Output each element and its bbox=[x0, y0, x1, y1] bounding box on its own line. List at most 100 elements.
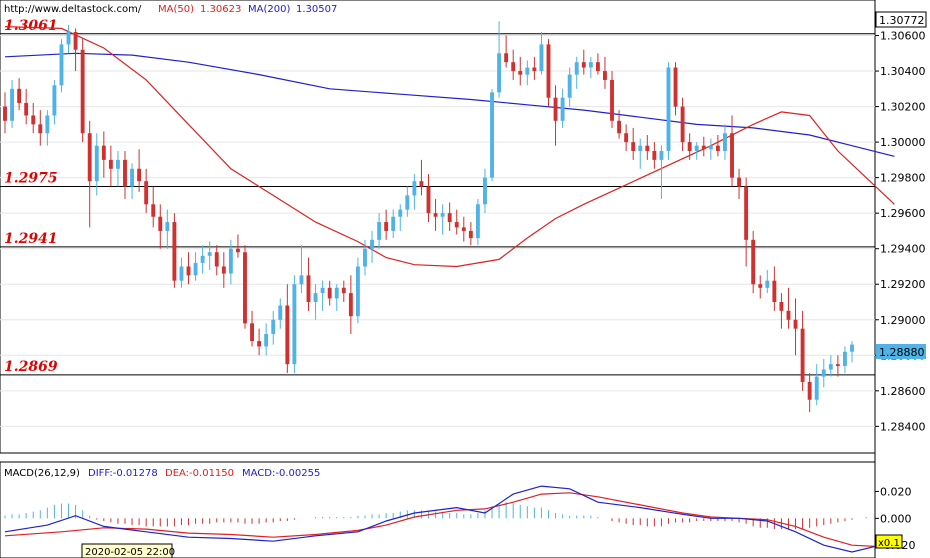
y-tick-label: 1.30200 bbox=[880, 101, 926, 114]
candle-body bbox=[398, 209, 403, 217]
candle bbox=[80, 39, 85, 143]
candle-body bbox=[151, 204, 156, 217]
candle-body bbox=[31, 115, 36, 125]
candle-body bbox=[123, 159, 127, 187]
candle bbox=[694, 142, 699, 160]
candle bbox=[772, 266, 777, 311]
candle-body bbox=[475, 204, 480, 239]
price-axis-area bbox=[875, 0, 930, 558]
candle-body bbox=[645, 145, 650, 151]
candle bbox=[214, 245, 219, 276]
candle-body bbox=[52, 85, 57, 116]
ma50-line bbox=[4, 26, 895, 268]
candle bbox=[24, 88, 29, 125]
candle-body bbox=[652, 151, 657, 160]
candle bbox=[497, 21, 502, 98]
candle-body bbox=[405, 195, 410, 210]
candle bbox=[398, 204, 403, 231]
candle-body bbox=[299, 275, 304, 285]
candle bbox=[814, 364, 819, 406]
cursor-time-text: 2020-02-05 22:00 bbox=[85, 547, 175, 558]
candle-body bbox=[285, 305, 290, 365]
candle bbox=[45, 110, 50, 146]
candle bbox=[680, 97, 685, 151]
header-ma200-value: 1.30507 bbox=[296, 4, 337, 15]
candle bbox=[193, 252, 198, 281]
candle-body bbox=[165, 222, 170, 231]
candle bbox=[595, 53, 600, 75]
candle bbox=[207, 241, 212, 271]
candle-body bbox=[66, 31, 71, 45]
candle bbox=[228, 239, 233, 285]
candle-body bbox=[610, 79, 614, 121]
candle-body bbox=[821, 369, 826, 377]
candle-body bbox=[334, 287, 339, 299]
candle-body bbox=[101, 145, 106, 160]
candle-body bbox=[603, 71, 607, 80]
candle-body bbox=[257, 341, 262, 347]
candle-body bbox=[264, 333, 269, 347]
y-tick-label: 1.30600 bbox=[880, 30, 926, 43]
y-tick-label: 1.28400 bbox=[880, 420, 926, 433]
candle-body bbox=[850, 344, 854, 352]
candle-body bbox=[560, 97, 565, 121]
candle bbox=[426, 174, 431, 223]
candle bbox=[278, 298, 283, 329]
candle-body bbox=[94, 145, 99, 182]
candle bbox=[652, 142, 657, 169]
candle bbox=[715, 135, 720, 157]
candle-body bbox=[511, 62, 516, 72]
price-panel[interactable] bbox=[0, 0, 876, 454]
zoom-badge[interactable] bbox=[875, 534, 903, 549]
candle bbox=[172, 213, 177, 288]
candle bbox=[66, 24, 71, 54]
candle-body bbox=[638, 145, 643, 151]
candle bbox=[807, 373, 812, 413]
candle-body bbox=[327, 287, 332, 299]
candle bbox=[617, 110, 622, 139]
price-axis: 1.30600 1.30400 1.30200 1.30000 1.29800 1.296… bbox=[875, 30, 926, 433]
candle-body bbox=[631, 142, 636, 151]
candle-body bbox=[588, 62, 593, 68]
candle-body bbox=[807, 381, 812, 400]
candle bbox=[758, 275, 763, 299]
candle bbox=[363, 239, 367, 276]
candle bbox=[235, 234, 240, 258]
candle-body bbox=[348, 293, 353, 317]
candle bbox=[151, 186, 156, 228]
candle-body bbox=[468, 230, 473, 239]
candle bbox=[250, 310, 254, 347]
candle-body bbox=[687, 142, 692, 151]
candle-body bbox=[144, 181, 149, 205]
candle bbox=[31, 103, 36, 134]
top-price-tag-text: 1.30772 bbox=[879, 14, 925, 27]
candle-body bbox=[461, 227, 466, 231]
candle bbox=[130, 163, 134, 199]
candlesticks bbox=[3, 21, 854, 413]
candle-body bbox=[426, 186, 431, 214]
candle-body bbox=[758, 284, 763, 288]
candle-body bbox=[680, 106, 685, 143]
candle bbox=[377, 213, 382, 249]
candle bbox=[730, 115, 734, 187]
candle bbox=[243, 245, 247, 329]
candle bbox=[744, 177, 749, 267]
candle bbox=[285, 284, 290, 374]
level-label: 1.2975 bbox=[4, 171, 58, 187]
macd-dea-line bbox=[4, 492, 895, 548]
candle-body bbox=[370, 239, 374, 249]
candle bbox=[3, 92, 7, 134]
candle-body bbox=[377, 222, 382, 240]
candle bbox=[468, 222, 473, 246]
candle-body bbox=[546, 44, 551, 98]
candle-body bbox=[228, 248, 233, 274]
candle-body bbox=[391, 216, 396, 231]
candle-body bbox=[751, 239, 756, 285]
candle bbox=[779, 293, 784, 329]
candle bbox=[59, 39, 64, 93]
candle bbox=[475, 198, 480, 246]
candle-body bbox=[172, 222, 177, 281]
candle-body bbox=[207, 252, 212, 256]
candle bbox=[610, 71, 614, 128]
